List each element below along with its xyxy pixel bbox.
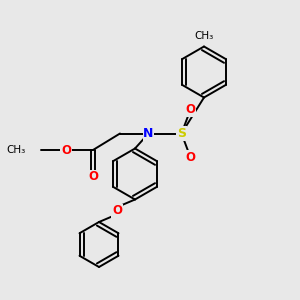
Text: N: N (143, 127, 154, 140)
Text: CH₃: CH₃ (194, 31, 214, 41)
Text: CH₃: CH₃ (6, 145, 26, 155)
Text: O: O (112, 204, 122, 217)
Text: O: O (185, 103, 196, 116)
Text: O: O (61, 143, 71, 157)
Text: O: O (185, 151, 196, 164)
Text: O: O (88, 170, 98, 184)
Text: S: S (177, 127, 186, 140)
